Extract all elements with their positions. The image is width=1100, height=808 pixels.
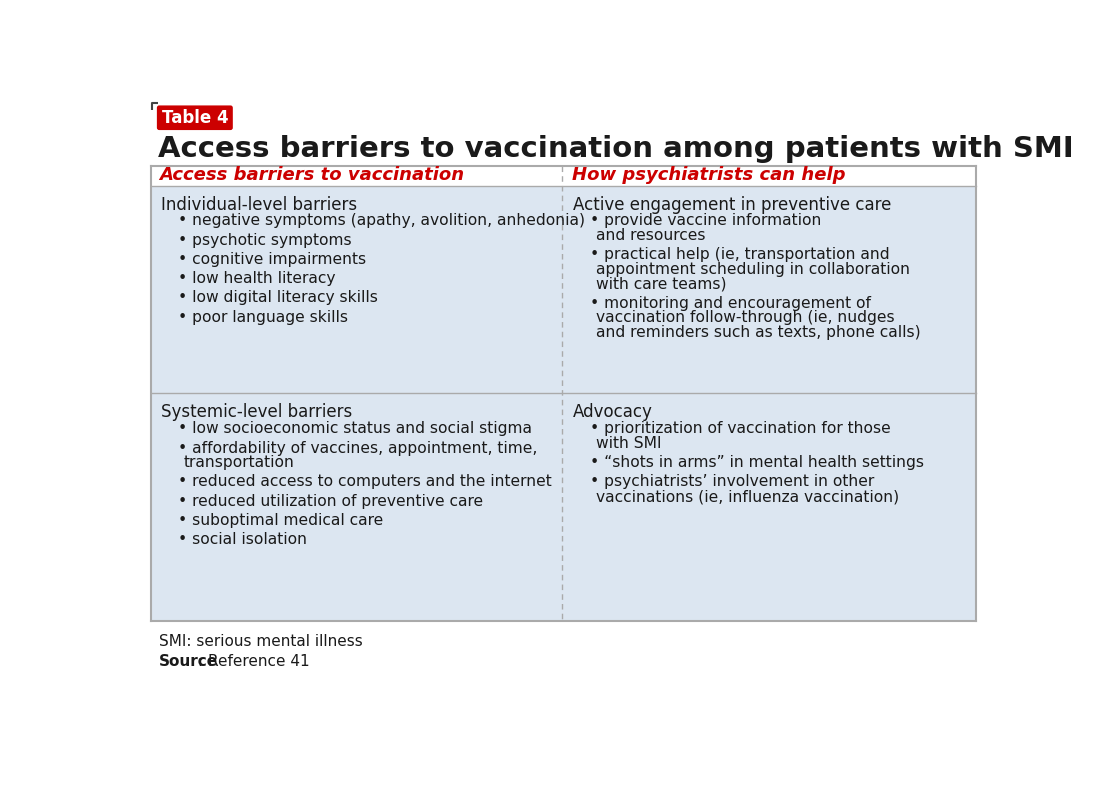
Text: • psychotic symptoms: • psychotic symptoms: [178, 233, 351, 247]
Text: Access barriers to vaccination among patients with SMI: Access barriers to vaccination among pat…: [157, 136, 1074, 163]
Text: Advocacy: Advocacy: [573, 403, 653, 422]
Text: • monitoring and encouragement of: • monitoring and encouragement of: [590, 296, 871, 311]
Text: vaccinations (ie, influenza vaccination): vaccinations (ie, influenza vaccination): [596, 489, 900, 504]
Text: • “shots in arms” in mental health settings: • “shots in arms” in mental health setti…: [590, 455, 924, 470]
Text: • psychiatrists’ involvement in other: • psychiatrists’ involvement in other: [590, 474, 874, 490]
Text: • affordability of vaccines, appointment, time,: • affordability of vaccines, appointment…: [178, 440, 537, 456]
Text: • social isolation: • social isolation: [178, 532, 307, 547]
Text: • low socioeconomic status and social stigma: • low socioeconomic status and social st…: [178, 421, 531, 436]
Bar: [152, 187, 976, 393]
Text: • practical help (ie, transportation and: • practical help (ie, transportation and: [590, 247, 890, 263]
Text: • prioritization of vaccination for those: • prioritization of vaccination for thos…: [590, 421, 891, 436]
Text: Systemic-level barriers: Systemic-level barriers: [161, 403, 352, 422]
Text: • low digital literacy skills: • low digital literacy skills: [178, 290, 377, 305]
Text: • suboptimal medical care: • suboptimal medical care: [178, 513, 383, 528]
Text: and reminders such as texts, phone calls): and reminders such as texts, phone calls…: [596, 325, 921, 340]
Text: Active engagement in preventive care: Active engagement in preventive care: [573, 196, 891, 213]
Text: Source: Source: [160, 654, 218, 670]
Text: Individual-level barriers: Individual-level barriers: [161, 196, 356, 213]
Bar: [152, 166, 976, 186]
Text: Table 4: Table 4: [162, 109, 228, 127]
Text: SMI: serious mental illness: SMI: serious mental illness: [160, 634, 363, 650]
Bar: [152, 394, 976, 621]
Text: • poor language skills: • poor language skills: [178, 309, 348, 325]
Text: with SMI: with SMI: [596, 436, 662, 451]
Text: • low health literacy: • low health literacy: [178, 271, 336, 286]
Text: transportation: transportation: [184, 455, 295, 470]
Text: with care teams): with care teams): [596, 276, 727, 292]
Text: vaccination follow-through (ie, nudges: vaccination follow-through (ie, nudges: [596, 310, 895, 326]
Text: • reduced utilization of preventive care: • reduced utilization of preventive care: [178, 494, 483, 509]
Text: • negative symptoms (apathy, avolition, anhedonia): • negative symptoms (apathy, avolition, …: [178, 213, 585, 229]
Text: : Reference 41: : Reference 41: [198, 654, 309, 670]
Text: • provide vaccine information: • provide vaccine information: [590, 213, 822, 229]
Text: How psychiatrists can help: How psychiatrists can help: [572, 166, 845, 184]
Text: Access barriers to vaccination: Access barriers to vaccination: [160, 166, 464, 184]
Text: • reduced access to computers and the internet: • reduced access to computers and the in…: [178, 474, 551, 490]
Text: appointment scheduling in collaboration: appointment scheduling in collaboration: [596, 262, 911, 277]
Text: • cognitive impairments: • cognitive impairments: [178, 252, 366, 267]
FancyBboxPatch shape: [157, 105, 233, 130]
Text: and resources: and resources: [596, 228, 706, 243]
